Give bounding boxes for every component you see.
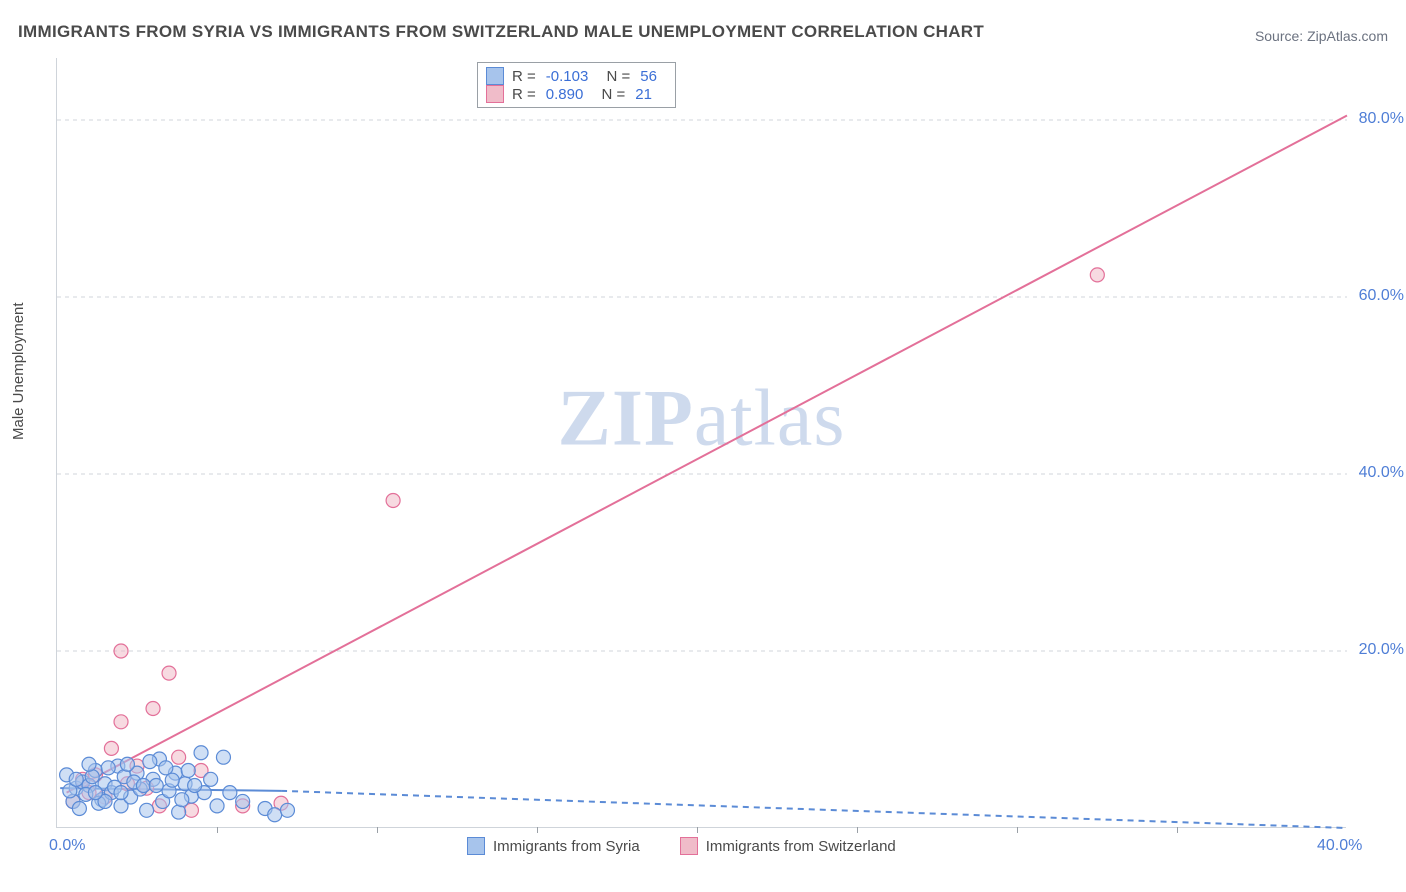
n-label: N =	[602, 68, 630, 85]
correlation-legend: R = -0.103 N = 56 R = 0.890 N = 21	[477, 62, 676, 108]
n-label: N =	[597, 86, 625, 103]
chart-title: IMMIGRANTS FROM SYRIA VS IMMIGRANTS FROM…	[18, 22, 984, 42]
y-tick-label: 80.0%	[1359, 110, 1404, 128]
x-minor-tick	[857, 827, 858, 833]
x-minor-tick	[1177, 827, 1178, 833]
legend-row-switzerland: R = 0.890 N = 21	[486, 85, 663, 103]
x-minor-tick	[537, 827, 538, 833]
r-value-syria: -0.103	[546, 68, 589, 85]
source-value: ZipAtlas.com	[1307, 28, 1388, 44]
legend-item-syria: Immigrants from Syria	[467, 837, 640, 855]
n-value-switzerland: 21	[635, 86, 652, 103]
legend-swatch-switzerland	[486, 85, 504, 103]
y-tick-label: 40.0%	[1359, 464, 1404, 482]
source-attribution: Source: ZipAtlas.com	[1255, 28, 1388, 44]
r-value-switzerland: 0.890	[546, 86, 584, 103]
series-legend: Immigrants from Syria Immigrants from Sw…	[467, 837, 896, 855]
legend-swatch-syria-bottom	[467, 837, 485, 855]
x-tick-label: 0.0%	[49, 837, 85, 855]
chart-plot-area: ZIPatlas 20.0%40.0%60.0%80.0% 0.0%40.0% …	[56, 58, 1346, 828]
x-minor-tick	[697, 827, 698, 833]
x-tick-label: 40.0%	[1317, 837, 1362, 855]
legend-swatch-syria	[486, 67, 504, 85]
r-label: R =	[512, 68, 536, 85]
x-minor-tick	[217, 827, 218, 833]
legend-label-switzerland: Immigrants from Switzerland	[706, 838, 896, 855]
legend-item-switzerland: Immigrants from Switzerland	[680, 837, 896, 855]
y-tick-label: 60.0%	[1359, 287, 1404, 305]
n-value-syria: 56	[640, 68, 657, 85]
x-minor-tick	[377, 827, 378, 833]
plot-svg	[57, 58, 1346, 827]
x-minor-tick	[1017, 827, 1018, 833]
source-label: Source:	[1255, 28, 1303, 44]
y-axis-label: Male Unemployment	[10, 302, 27, 440]
r-label: R =	[512, 86, 536, 103]
legend-row-syria: R = -0.103 N = 56	[486, 67, 663, 85]
legend-label-syria: Immigrants from Syria	[493, 838, 640, 855]
legend-swatch-switzerland-bottom	[680, 837, 698, 855]
y-tick-label: 20.0%	[1359, 641, 1404, 659]
